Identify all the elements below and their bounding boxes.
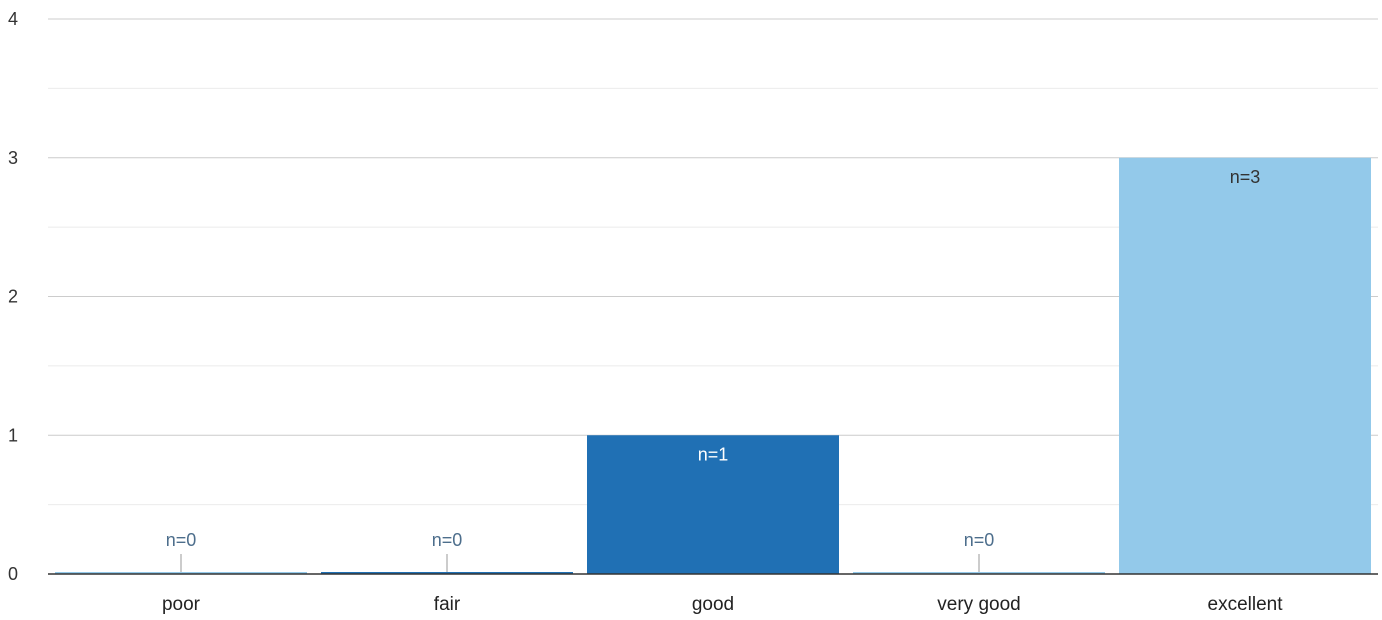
y-tick-label: 4 [8,9,18,29]
y-tick-label: 1 [8,425,18,445]
bar [321,572,573,574]
x-category-label: very good [937,594,1020,615]
bar-data-label: n=1 [698,444,729,464]
y-axis-ticks: 0 1 2 3 4 [8,9,18,584]
y-tick-label: 3 [8,148,18,168]
x-category-label: excellent [1208,594,1284,615]
bar [853,572,1105,574]
bar-data-label: n=0 [432,530,463,550]
bars: n=0 n=0 n=1 n=0 n=3 [55,157,1371,574]
bar [55,572,307,574]
x-category-label: fair [434,594,461,615]
y-tick-label: 0 [8,564,18,584]
x-axis-categories: poor fair good very good excellent [162,594,1283,615]
bar-data-label: n=0 [964,530,995,550]
x-category-label: poor [162,594,201,615]
bar [1119,157,1371,574]
bar-data-label: n=3 [1230,167,1261,187]
bar-data-label: n=0 [166,530,197,550]
y-tick-label: 2 [8,287,18,307]
bar [587,435,839,574]
x-category-label: good [692,594,734,615]
